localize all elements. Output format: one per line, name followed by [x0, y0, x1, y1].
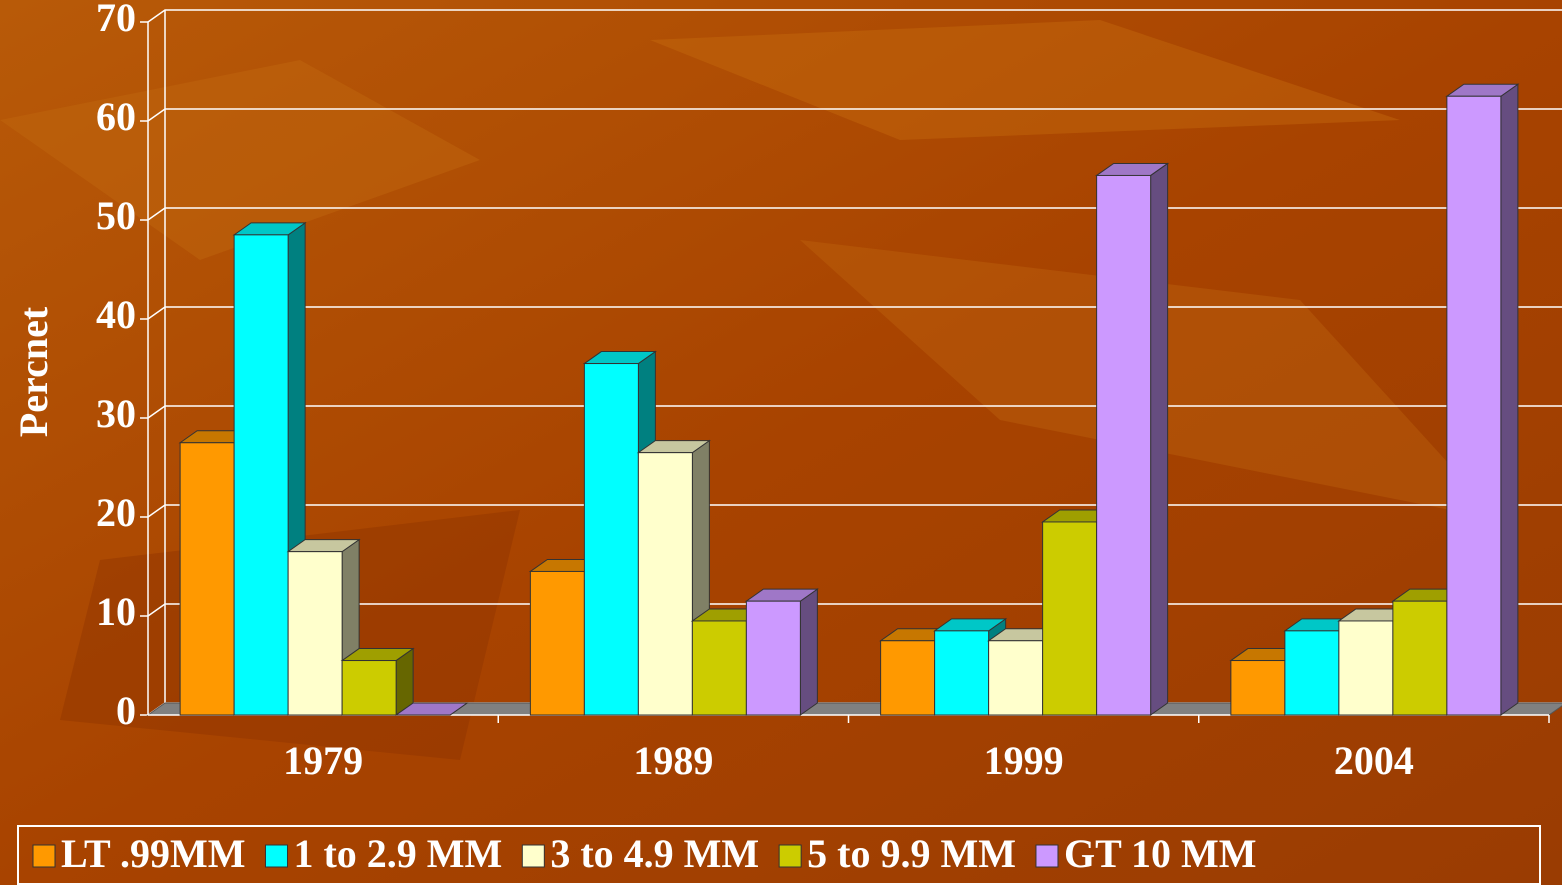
legend-swatch: [521, 844, 545, 868]
bar-side: [1500, 83, 1519, 716]
y-tick-label: 20: [96, 490, 136, 535]
bar: [233, 234, 289, 716]
y-tick-label: 40: [96, 292, 136, 337]
legend-label: GT 10 MM: [1064, 831, 1257, 876]
bar-side: [799, 588, 818, 716]
bar: [691, 620, 747, 716]
bar: [988, 640, 1044, 716]
legend-swatch: [32, 844, 56, 868]
texture: [0, 60, 480, 260]
texture: [650, 20, 1400, 140]
grid-line: [147, 108, 1562, 122]
y-tick-label: 0: [116, 688, 136, 733]
bar: [1096, 174, 1152, 716]
x-tick-label: 1979: [283, 738, 363, 783]
bar: [583, 363, 639, 716]
grid-line: [147, 9, 1562, 23]
legend-label: 3 to 4.9 MM: [550, 831, 759, 876]
y-axis-label: Percnet: [11, 306, 56, 437]
legend-swatch: [264, 844, 288, 868]
x-tick-label: 2004: [1334, 738, 1414, 783]
y-tick-label: 10: [96, 589, 136, 634]
bar: [1230, 660, 1286, 716]
y-tick-label: 70: [96, 0, 136, 40]
bar: [934, 630, 990, 716]
legend-label: 5 to 9.9 MM: [807, 831, 1016, 876]
legend-label: 1 to 2.9 MM: [293, 831, 502, 876]
bar: [637, 452, 693, 716]
bar: [1338, 620, 1394, 716]
bar: [341, 660, 397, 716]
bar: [1392, 600, 1448, 716]
bar: [1446, 95, 1502, 716]
x-tick-label: 1989: [633, 738, 713, 783]
legend-box: [17, 825, 1541, 885]
y-tick-label: 30: [96, 391, 136, 436]
bar: [1042, 521, 1098, 716]
legend-swatch: [1035, 844, 1059, 868]
legend-swatch: [778, 844, 802, 868]
bar: [1284, 630, 1340, 716]
bar: [880, 640, 936, 716]
bar-side: [1150, 162, 1169, 716]
bar: [287, 551, 343, 716]
y-tick-label: 60: [96, 94, 136, 139]
bar-top: [394, 702, 469, 716]
bar: [529, 570, 585, 716]
x-tick-label: 1999: [984, 738, 1064, 783]
bar: [179, 442, 235, 716]
y-tick-label: 50: [96, 193, 136, 238]
legend-label: LT .99MM: [61, 831, 245, 876]
bar: [745, 600, 801, 716]
